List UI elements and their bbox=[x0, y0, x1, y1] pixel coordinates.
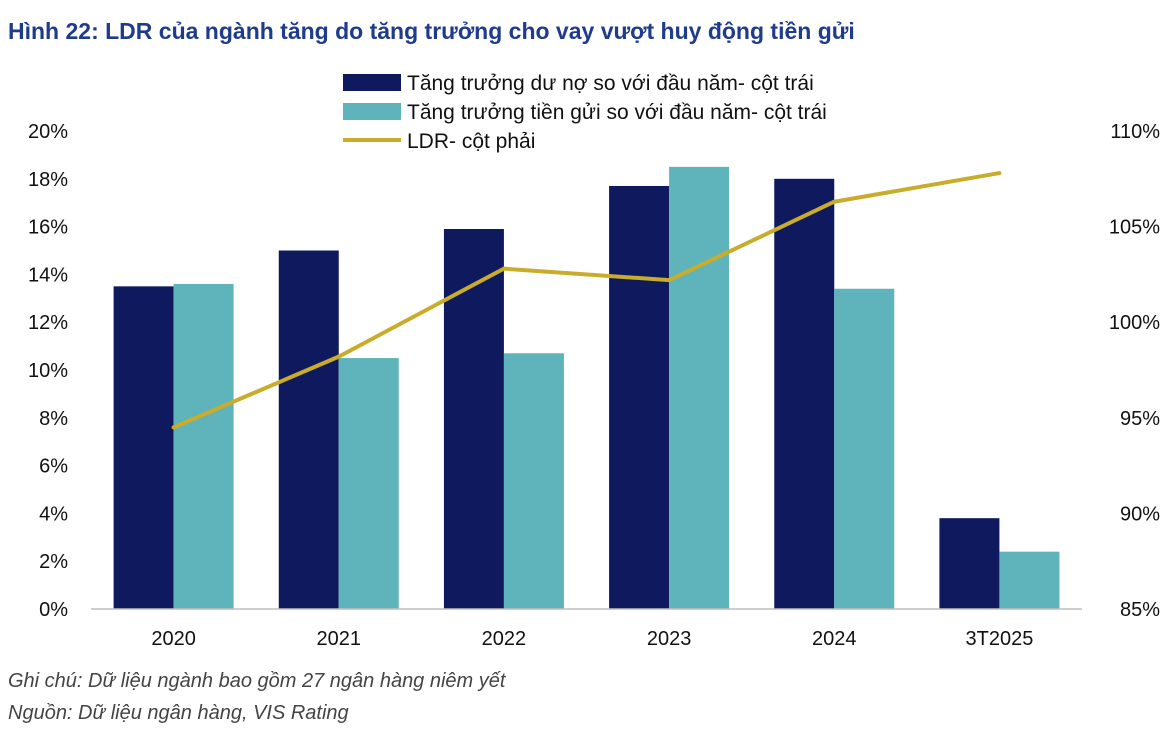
left-tick-label: 2% bbox=[39, 551, 68, 573]
category-label: 2020 bbox=[151, 628, 196, 650]
ldr-line-series bbox=[171, 171, 1002, 430]
deposit-growth-bar bbox=[338, 358, 399, 609]
legend-label: Tăng trưởng tiền gửi so với đầu năm- cột… bbox=[407, 101, 827, 124]
right-tick-label: 110% bbox=[1110, 121, 1160, 143]
chart-note: Ghi chú: Dữ liệu ngành bao gồm 27 ngân h… bbox=[8, 670, 506, 692]
right-tick-label: 85% bbox=[1120, 599, 1160, 621]
category-label: 2021 bbox=[317, 628, 362, 650]
left-tick-label: 20% bbox=[28, 121, 68, 143]
category-label: 2022 bbox=[482, 628, 527, 650]
left-tick-label: 8% bbox=[39, 408, 68, 430]
ldr-point bbox=[832, 199, 837, 204]
ldr-point bbox=[997, 171, 1002, 176]
ldr-point bbox=[336, 354, 341, 359]
left-tick-label: 10% bbox=[28, 360, 68, 382]
bars bbox=[113, 166, 1060, 610]
left-tick-label: 6% bbox=[39, 456, 68, 478]
deposit-growth-bar bbox=[503, 353, 564, 609]
legend-label: Tăng trưởng dư nợ so với đầu năm- cột tr… bbox=[407, 72, 814, 95]
left-tick-label: 0% bbox=[39, 599, 68, 621]
right-axis-ticks: 85% 90% 95% 100% 105% 110% bbox=[1109, 121, 1160, 621]
right-tick-label: 100% bbox=[1109, 312, 1160, 334]
chart-source: Nguồn: Dữ liệu ngân hàng, VIS Rating bbox=[8, 702, 349, 724]
right-tick-label: 95% bbox=[1120, 408, 1160, 430]
left-axis-ticks: 0% 2% 4% 6% 8% 10% 12% 14% 16% 18% 20% bbox=[28, 121, 68, 621]
deposit-growth-bar bbox=[834, 288, 895, 609]
deposit-growth-bar bbox=[999, 551, 1060, 609]
loan-growth-bar bbox=[609, 185, 670, 609]
category-labels: 2020 2021 2022 2023 2024 3T2025 bbox=[151, 628, 1033, 650]
ldr-point bbox=[171, 425, 176, 430]
ldr-point bbox=[667, 278, 672, 283]
category-label: 3T2025 bbox=[965, 628, 1033, 650]
loan-growth-bar bbox=[939, 518, 1000, 609]
loan-growth-bar bbox=[443, 228, 504, 610]
left-tick-label: 4% bbox=[39, 503, 68, 525]
deposit-growth-bar bbox=[173, 283, 234, 609]
chart-title: Hình 22: LDR của ngành tăng do tăng trưở… bbox=[8, 18, 855, 44]
ldr-point bbox=[501, 266, 506, 271]
legend-swatch bbox=[343, 74, 401, 91]
loan-growth-bar bbox=[278, 250, 339, 609]
left-tick-label: 12% bbox=[28, 312, 68, 334]
right-tick-label: 90% bbox=[1120, 503, 1160, 525]
legend-swatch bbox=[343, 103, 401, 120]
legend-label: LDR- cột phải bbox=[407, 130, 535, 153]
left-tick-label: 14% bbox=[28, 264, 68, 286]
legend: Tăng trưởng dư nợ so với đầu năm- cột tr… bbox=[343, 72, 827, 153]
loan-growth-bar bbox=[774, 178, 835, 610]
loan-growth-bar bbox=[113, 286, 174, 609]
category-label: 2024 bbox=[812, 628, 857, 650]
ldr-line bbox=[172, 171, 1000, 430]
left-tick-label: 18% bbox=[28, 169, 68, 191]
category-label: 2023 bbox=[647, 628, 692, 650]
left-tick-label: 16% bbox=[28, 217, 68, 239]
deposit-growth-bar bbox=[669, 166, 730, 609]
right-tick-label: 105% bbox=[1109, 217, 1160, 239]
